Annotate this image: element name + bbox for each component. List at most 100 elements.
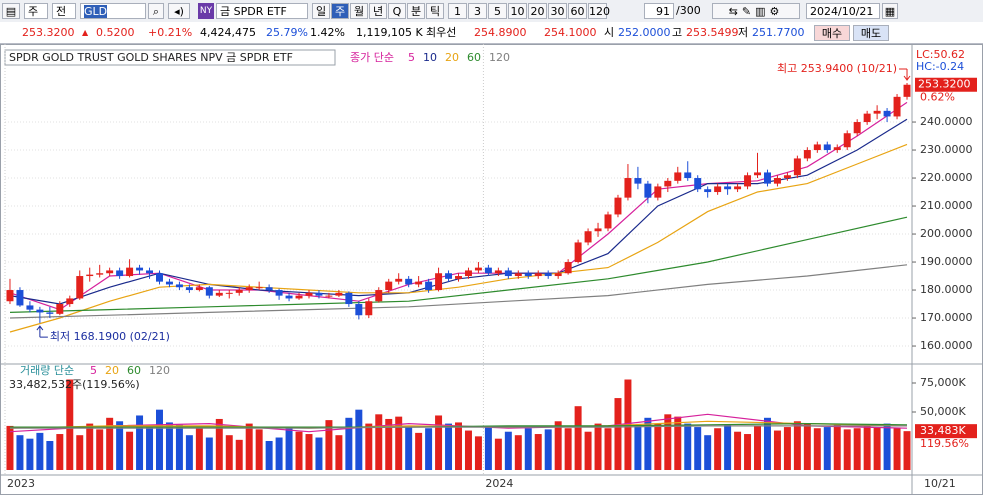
volume-bar bbox=[56, 434, 64, 470]
amount: 1,119,105 K bbox=[356, 26, 423, 39]
ma-line bbox=[10, 425, 907, 429]
interval-tab[interactable]: 1 bbox=[448, 3, 467, 19]
interval-tab[interactable]: 10 bbox=[508, 3, 527, 19]
period-tab[interactable]: 분 bbox=[407, 3, 425, 19]
y-tick-label: 75,000K bbox=[920, 376, 966, 389]
candle-body bbox=[245, 287, 253, 291]
volume-bar bbox=[634, 425, 642, 470]
volume-bar bbox=[185, 435, 193, 470]
period-tab[interactable]: 년 bbox=[369, 3, 387, 19]
candle-body bbox=[674, 172, 682, 181]
legend-entry: 10 bbox=[423, 51, 437, 64]
candle-body bbox=[66, 298, 74, 305]
annotation-arrow bbox=[36, 325, 48, 338]
count-input[interactable]: 91 bbox=[644, 3, 674, 19]
volume-bar bbox=[734, 431, 742, 470]
volume: 4,424,475 bbox=[200, 26, 256, 39]
exchange-badge: NY bbox=[198, 3, 214, 19]
candle-body bbox=[295, 295, 303, 299]
candle-body bbox=[744, 175, 752, 187]
period-tab[interactable]: Q bbox=[388, 3, 406, 19]
volume-bar bbox=[255, 429, 263, 470]
legend-label: 종가 단순 bbox=[350, 51, 394, 64]
volume-bar bbox=[295, 431, 303, 470]
volume-bar bbox=[455, 422, 462, 470]
calendar-button[interactable]: ▦ bbox=[882, 3, 898, 19]
period-select[interactable]: 주 bbox=[24, 3, 48, 19]
legend-entry: 5 bbox=[408, 51, 415, 64]
interval-tab[interactable]: 20 bbox=[528, 3, 547, 19]
period-tab[interactable]: 주 bbox=[331, 3, 349, 19]
volume-bar bbox=[46, 440, 54, 470]
candle-body bbox=[195, 287, 203, 291]
search-button[interactable]: ⌕ bbox=[148, 3, 164, 19]
volume-bar bbox=[883, 423, 891, 470]
legend-entry: 120 bbox=[489, 51, 510, 64]
volume-bar bbox=[554, 421, 562, 470]
last-volume-pct: 119.56% bbox=[920, 437, 969, 450]
volume-bar bbox=[464, 430, 472, 470]
volume-bar bbox=[644, 417, 652, 470]
candle-body bbox=[624, 178, 632, 198]
tool-icons[interactable]: ⇆✎▥⚙ bbox=[712, 3, 800, 19]
volume-bar bbox=[405, 427, 413, 470]
volume-bar bbox=[435, 415, 443, 470]
candle-body bbox=[564, 262, 572, 274]
candle-body bbox=[803, 150, 811, 159]
volume-bar bbox=[714, 428, 722, 470]
candle-body bbox=[823, 144, 831, 151]
candle-body bbox=[165, 281, 173, 285]
volume-last-label: 33,482,532주(119.56%) bbox=[9, 378, 140, 391]
menu-icon[interactable]: ▤ bbox=[2, 3, 20, 19]
candle-body bbox=[664, 180, 672, 187]
market-select[interactable]: 전 bbox=[52, 3, 76, 19]
volume-bar bbox=[146, 425, 154, 470]
volume-bar bbox=[704, 435, 712, 470]
interval-tab[interactable]: 5 bbox=[488, 3, 507, 19]
last-price-box bbox=[915, 77, 977, 92]
interval-tab[interactable]: 60 bbox=[568, 3, 587, 19]
volume-bar bbox=[235, 439, 243, 470]
candle-body bbox=[86, 274, 94, 277]
interval-tab[interactable]: 3 bbox=[468, 3, 487, 19]
candle-body bbox=[255, 287, 263, 289]
y-tick-label: 200.0000 bbox=[920, 227, 973, 240]
candle-body bbox=[494, 270, 502, 274]
candle-body bbox=[6, 290, 14, 302]
candle-body bbox=[275, 290, 283, 296]
sell-button[interactable]: 매도 bbox=[853, 25, 889, 41]
volume-bar bbox=[116, 421, 124, 470]
volume-bar bbox=[514, 435, 522, 470]
interval-tab[interactable]: 120 bbox=[588, 3, 610, 19]
candle-body bbox=[415, 281, 423, 285]
candle-body bbox=[365, 301, 373, 316]
volume-bar bbox=[415, 432, 423, 470]
volume-bar bbox=[604, 428, 612, 470]
candle-body bbox=[594, 228, 602, 232]
candle-body bbox=[604, 214, 612, 229]
date-input[interactable]: 2024/10/21 bbox=[806, 3, 880, 19]
period-tab[interactable]: 월 bbox=[350, 3, 368, 19]
period-tab[interactable]: 틱 bbox=[426, 3, 444, 19]
interval-tab[interactable]: 30 bbox=[548, 3, 567, 19]
candle-body bbox=[754, 172, 761, 176]
candle-body bbox=[694, 178, 702, 190]
period-tab[interactable]: 일 bbox=[312, 3, 330, 19]
y-tick-label: 190.0000 bbox=[920, 255, 973, 268]
volume-bar bbox=[813, 428, 821, 470]
volume-bar bbox=[445, 423, 453, 470]
candle-body bbox=[684, 172, 692, 179]
candle-body bbox=[843, 133, 851, 148]
y-tick-label: 180.0000 bbox=[920, 283, 973, 296]
sound-button[interactable]: ◂) bbox=[168, 3, 190, 19]
buy-button[interactable]: 매수 bbox=[814, 25, 850, 41]
volume-bar bbox=[744, 434, 752, 470]
symbol-input[interactable]: GLD bbox=[80, 3, 146, 19]
volume-bar bbox=[165, 422, 173, 470]
annotation-label: 최고 253.9400 (10/21) bbox=[777, 62, 897, 75]
ma-line bbox=[10, 422, 908, 428]
candle-body bbox=[116, 270, 124, 277]
y-tick-label: 240.0000 bbox=[920, 115, 973, 128]
volume-bar bbox=[96, 429, 104, 470]
candle-body bbox=[853, 122, 861, 134]
